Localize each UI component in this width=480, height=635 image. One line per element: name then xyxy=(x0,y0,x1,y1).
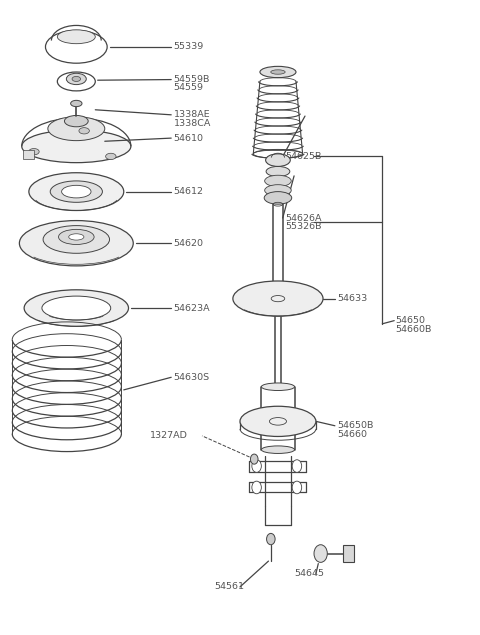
Ellipse shape xyxy=(50,181,102,203)
Text: 54650B: 54650B xyxy=(337,421,373,431)
Text: 54650: 54650 xyxy=(396,316,426,325)
Ellipse shape xyxy=(29,149,39,155)
Text: 54561: 54561 xyxy=(214,582,244,591)
Text: 1338AE: 1338AE xyxy=(174,110,210,119)
Circle shape xyxy=(251,454,258,464)
Ellipse shape xyxy=(22,130,131,163)
Ellipse shape xyxy=(42,296,111,320)
Text: 54626A: 54626A xyxy=(285,213,322,222)
Ellipse shape xyxy=(29,173,124,210)
Text: 54625B: 54625B xyxy=(285,152,322,161)
Ellipse shape xyxy=(106,153,116,159)
Text: 55339: 55339 xyxy=(174,43,204,51)
Ellipse shape xyxy=(64,116,88,127)
Ellipse shape xyxy=(233,281,323,316)
Ellipse shape xyxy=(266,166,290,177)
Text: 54645: 54645 xyxy=(295,569,324,578)
Ellipse shape xyxy=(260,66,296,77)
Text: 54612: 54612 xyxy=(174,187,204,196)
Text: 1338CA: 1338CA xyxy=(174,119,211,128)
Text: 54559: 54559 xyxy=(174,83,204,92)
Ellipse shape xyxy=(24,290,129,326)
Ellipse shape xyxy=(61,185,91,198)
Ellipse shape xyxy=(261,383,295,391)
Text: 54660: 54660 xyxy=(337,430,367,439)
Circle shape xyxy=(292,481,301,494)
Text: 54630S: 54630S xyxy=(174,373,210,382)
Ellipse shape xyxy=(43,225,109,253)
Text: 54610: 54610 xyxy=(174,133,204,143)
Circle shape xyxy=(252,460,261,472)
Text: 55326B: 55326B xyxy=(285,222,322,231)
Ellipse shape xyxy=(59,229,94,244)
Text: 54623A: 54623A xyxy=(174,304,210,312)
Text: 54633: 54633 xyxy=(337,294,368,303)
Ellipse shape xyxy=(271,70,285,74)
Ellipse shape xyxy=(264,185,291,196)
Ellipse shape xyxy=(265,154,290,166)
Ellipse shape xyxy=(240,406,316,436)
Text: 54660B: 54660B xyxy=(396,325,432,334)
Ellipse shape xyxy=(66,73,86,84)
Ellipse shape xyxy=(264,175,291,187)
Ellipse shape xyxy=(69,234,84,240)
Circle shape xyxy=(292,460,301,472)
Ellipse shape xyxy=(261,446,295,453)
Circle shape xyxy=(314,545,327,563)
Ellipse shape xyxy=(57,30,96,44)
Ellipse shape xyxy=(72,76,81,81)
Ellipse shape xyxy=(48,117,105,140)
Ellipse shape xyxy=(264,192,292,204)
Text: 54620: 54620 xyxy=(174,239,204,248)
Ellipse shape xyxy=(19,220,133,266)
FancyBboxPatch shape xyxy=(23,150,34,159)
FancyBboxPatch shape xyxy=(343,545,354,563)
Circle shape xyxy=(266,533,275,545)
Circle shape xyxy=(252,481,261,494)
Text: 1327AD: 1327AD xyxy=(150,431,188,440)
Ellipse shape xyxy=(79,128,89,134)
Ellipse shape xyxy=(71,100,82,107)
Text: 54559B: 54559B xyxy=(174,75,210,84)
